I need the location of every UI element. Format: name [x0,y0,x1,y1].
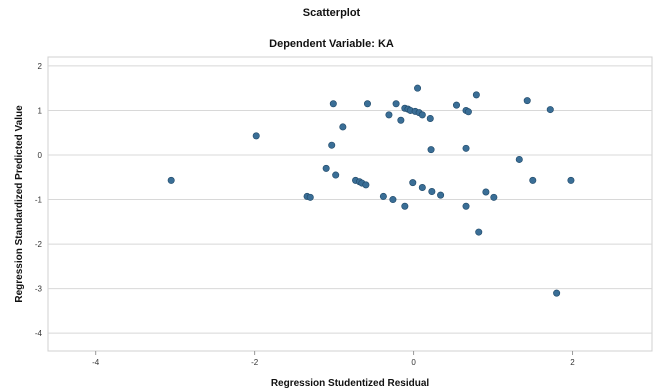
data-point [328,141,336,149]
data-point [252,132,260,140]
data-point [427,146,435,154]
data-point [339,123,347,131]
chart-title: Scatterplot [302,7,361,19]
y-tick-label: -3 [35,285,43,294]
data-point [306,193,314,201]
data-point [401,202,409,210]
y-tick-label: -1 [35,196,43,205]
data-point [464,108,472,116]
data-point [452,101,460,109]
y-tick-labels: 2 1 0 -1 -2 -3 -4 [35,62,43,338]
data-point [472,91,480,99]
data-point [397,116,405,124]
x-tick-label: -4 [92,358,100,367]
data-point [379,192,387,200]
data-point [490,193,498,201]
data-point [462,144,470,152]
data-point [329,100,337,108]
x-tick-label: -2 [251,358,259,367]
data-point [363,100,371,108]
data-point [385,111,393,119]
y-tick-label: 1 [38,106,43,115]
data-point [475,228,483,236]
y-axis-label: Regression Standardized Predicted Value [14,105,25,303]
data-point [418,184,426,192]
x-axis-label: Regression Studentized Residual [271,378,430,389]
y-tick-label: -2 [35,240,43,249]
y-tick-label: 2 [38,62,43,71]
data-point [553,289,561,297]
chart-subtitle: Dependent Variable: KA [269,38,394,50]
y-tick-label: 0 [38,151,43,160]
data-point [362,181,370,189]
data-point [426,114,434,122]
data-point [515,155,523,163]
data-point [409,179,417,187]
data-point [392,100,400,108]
data-point [167,176,175,184]
data-point [414,84,422,92]
data-point [529,176,537,184]
data-point [389,196,397,204]
x-tick-label: 0 [411,358,416,367]
data-point [546,106,554,114]
plot-area [47,56,653,352]
x-tick-label: 2 [570,358,575,367]
data-points [167,84,575,297]
data-point [418,111,426,119]
data-point [437,191,445,199]
x-tick-labels: -4 -2 0 2 [92,351,575,367]
data-point [482,188,490,196]
data-point [428,188,436,196]
data-point [332,171,340,179]
data-point [322,164,330,172]
data-point [567,176,575,184]
data-point [462,202,470,210]
data-point [523,97,531,105]
y-tick-label: -4 [35,329,43,338]
